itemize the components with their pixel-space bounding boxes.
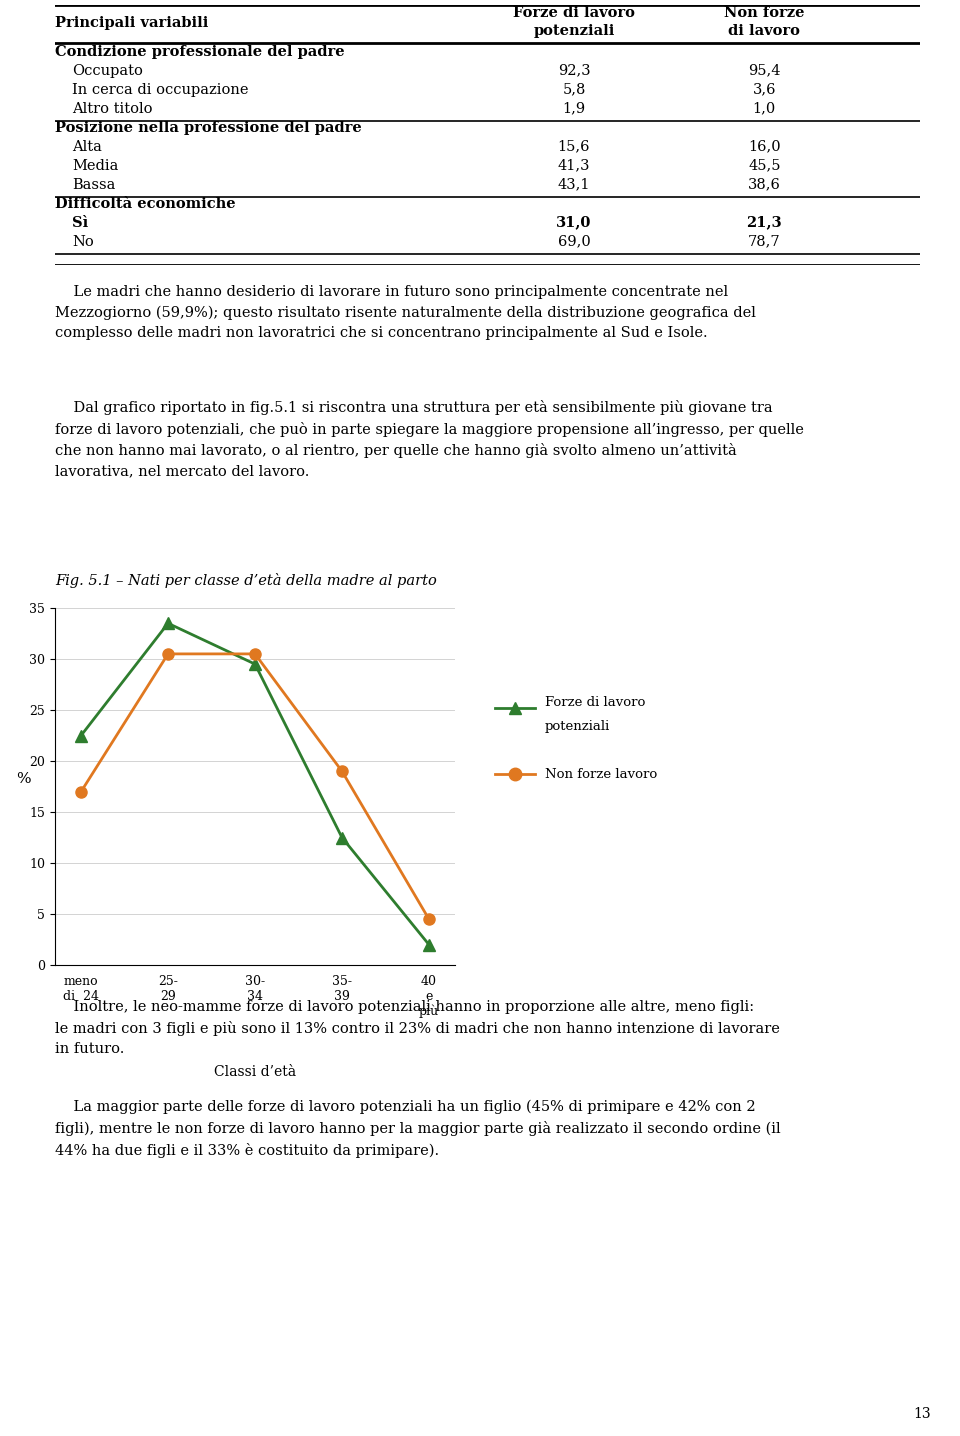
Text: 5,8: 5,8	[563, 83, 586, 96]
Y-axis label: %: %	[15, 773, 31, 787]
Text: potenziali: potenziali	[545, 719, 611, 732]
Text: No: No	[72, 234, 94, 248]
Text: Difficoltà economiche: Difficoltà economiche	[55, 197, 235, 211]
Text: Non forze lavoro: Non forze lavoro	[545, 767, 658, 781]
Text: Media: Media	[72, 159, 119, 172]
Text: Bassa: Bassa	[72, 178, 115, 191]
Text: 38,6: 38,6	[748, 178, 780, 191]
Text: La maggior parte delle forze di lavoro potenziali ha un figlio (45% di primipare: La maggior parte delle forze di lavoro p…	[55, 1100, 780, 1157]
Text: 31,0: 31,0	[556, 215, 591, 230]
Text: 41,3: 41,3	[558, 159, 590, 172]
Text: 69,0: 69,0	[558, 234, 590, 248]
Text: 3,6: 3,6	[753, 83, 776, 96]
Text: 45,5: 45,5	[748, 159, 780, 172]
Text: 1,9: 1,9	[563, 102, 586, 116]
Text: 13: 13	[914, 1407, 931, 1422]
Text: 15,6: 15,6	[558, 139, 590, 154]
Text: Le madri che hanno desiderio di lavorare in futuro sono principalmente concentra: Le madri che hanno desiderio di lavorare…	[55, 284, 756, 340]
Text: 43,1: 43,1	[558, 178, 590, 191]
Text: 16,0: 16,0	[748, 139, 780, 154]
Text: Non forze: Non forze	[724, 6, 804, 20]
Text: Occupato: Occupato	[72, 63, 143, 78]
Text: Inoltre, le neo-mamme forze di lavoro potenziali hanno in proporzione alle altre: Inoltre, le neo-mamme forze di lavoro po…	[55, 999, 780, 1055]
Text: Dal grafico riportato in fig.5.1 si riscontra una struttura per età sensibilment: Dal grafico riportato in fig.5.1 si risc…	[55, 401, 804, 478]
Text: In cerca di occupazione: In cerca di occupazione	[72, 83, 249, 96]
Text: Forze di lavoro: Forze di lavoro	[513, 6, 635, 20]
Text: Altro titolo: Altro titolo	[72, 102, 153, 116]
Text: Condizione professionale del padre: Condizione professionale del padre	[55, 45, 345, 59]
Text: Sì: Sì	[72, 215, 88, 230]
Text: 21,3: 21,3	[747, 215, 782, 230]
Text: Principali variabili: Principali variabili	[55, 16, 208, 30]
Text: Classi d’età: Classi d’età	[214, 1066, 296, 1078]
Text: Posizione nella professione del padre: Posizione nella professione del padre	[55, 121, 362, 135]
Text: di lavoro: di lavoro	[729, 24, 801, 37]
Text: potenziali: potenziali	[534, 24, 614, 37]
Text: Fig. 5.1 – Nati per classe d’età della madre al parto: Fig. 5.1 – Nati per classe d’età della m…	[55, 573, 437, 587]
Text: 95,4: 95,4	[748, 63, 780, 78]
Text: Alta: Alta	[72, 139, 102, 154]
Text: Forze di lavoro: Forze di lavoro	[545, 695, 645, 708]
Text: 1,0: 1,0	[753, 102, 776, 116]
Text: 92,3: 92,3	[558, 63, 590, 78]
Text: 78,7: 78,7	[748, 234, 780, 248]
